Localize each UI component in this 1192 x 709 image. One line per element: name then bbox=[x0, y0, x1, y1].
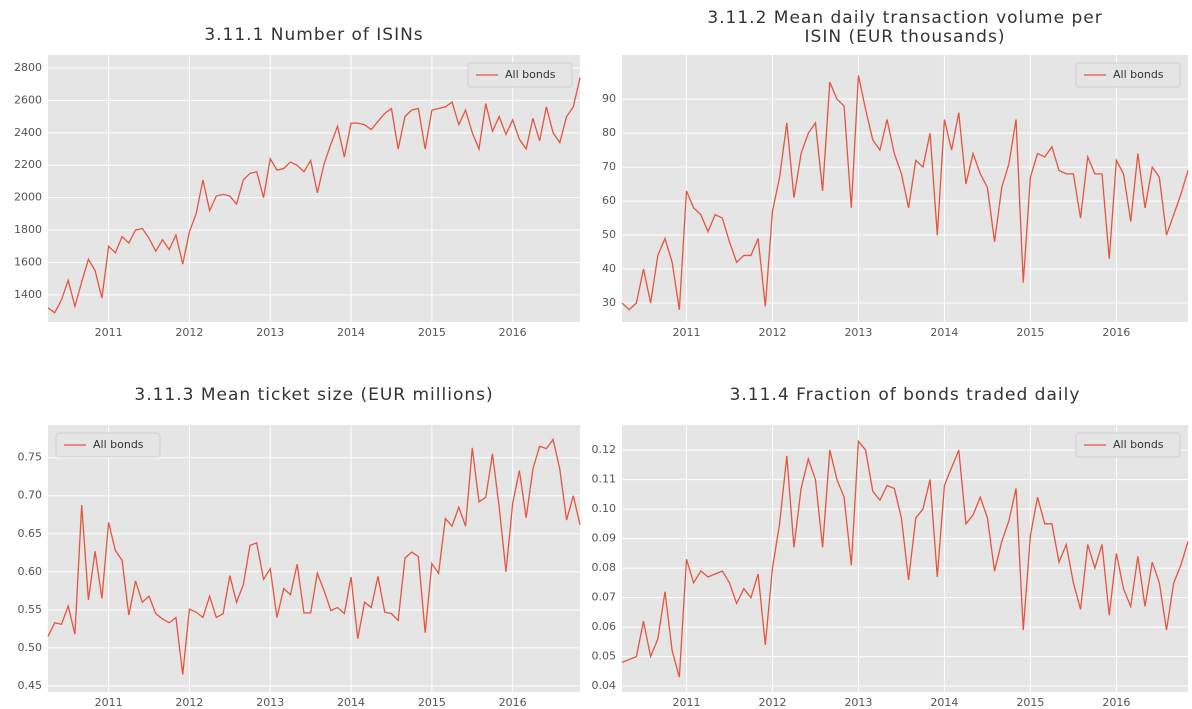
y-tick-label: 50 bbox=[602, 228, 616, 241]
x-tick-label: 2014 bbox=[337, 696, 365, 709]
x-tick-label: 2015 bbox=[1016, 696, 1044, 709]
chart-title: 3.11.1 Number of ISINs bbox=[204, 25, 423, 45]
legend-label: All bonds bbox=[1113, 438, 1164, 451]
legend-box bbox=[1075, 62, 1181, 88]
chart-title: 3.11.4 Fraction of bonds traded daily bbox=[730, 385, 1081, 405]
y-tick-label: 0.07 bbox=[592, 591, 617, 604]
y-tick-label: 0.06 bbox=[592, 620, 617, 633]
plot-area bbox=[48, 55, 580, 322]
y-tick-label: 0.10 bbox=[592, 502, 617, 515]
y-tick-label: 1400 bbox=[14, 288, 42, 301]
y-tick-label: 0.08 bbox=[592, 561, 617, 574]
x-tick-label: 2016 bbox=[1102, 696, 1130, 709]
y-tick-label: 30 bbox=[602, 296, 616, 309]
y-tick-label: 0.75 bbox=[18, 451, 43, 464]
x-tick-label: 2012 bbox=[175, 326, 203, 339]
data-line bbox=[621, 439, 1189, 678]
y-tick-label: 40 bbox=[602, 262, 616, 275]
legend-box bbox=[467, 62, 573, 88]
y-tick-label: 0.12 bbox=[592, 443, 617, 456]
x-tick-label: 2016 bbox=[499, 696, 527, 709]
x-tick-label: 2014 bbox=[930, 696, 958, 709]
x-tick-label: 2012 bbox=[758, 326, 786, 339]
y-tick-label: 0.50 bbox=[18, 641, 43, 654]
y-tick-label: 0.04 bbox=[592, 679, 617, 692]
plot-area bbox=[622, 425, 1188, 692]
y-tick-label: 80 bbox=[602, 126, 616, 139]
y-tick-label: 0.09 bbox=[592, 532, 617, 545]
legend-box bbox=[1075, 432, 1181, 458]
x-tick-label: 2011 bbox=[95, 696, 123, 709]
x-tick-label: 2011 bbox=[672, 696, 700, 709]
data-line bbox=[621, 75, 1189, 311]
data-line bbox=[47, 77, 581, 314]
x-tick-label: 2013 bbox=[844, 326, 872, 339]
y-tick-label: 0.05 bbox=[592, 650, 617, 663]
plot-area bbox=[48, 425, 580, 692]
x-tick-label: 2011 bbox=[95, 326, 123, 339]
y-tick-label: 60 bbox=[602, 194, 616, 207]
y-tick-label: 90 bbox=[602, 92, 616, 105]
legend-label: All bonds bbox=[1113, 68, 1164, 81]
data-line bbox=[47, 437, 581, 675]
x-tick-label: 2015 bbox=[418, 326, 446, 339]
y-tick-label: 0.45 bbox=[18, 679, 43, 692]
legend-box bbox=[55, 432, 161, 458]
x-tick-label: 2016 bbox=[499, 326, 527, 339]
y-tick-label: 0.55 bbox=[18, 603, 43, 616]
x-tick-label: 2012 bbox=[175, 696, 203, 709]
y-tick-label: 0.65 bbox=[18, 527, 43, 540]
x-tick-label: 2013 bbox=[256, 696, 284, 709]
x-tick-label: 2013 bbox=[256, 326, 284, 339]
legend-label: All bonds bbox=[93, 438, 144, 451]
x-tick-label: 2014 bbox=[337, 326, 365, 339]
x-tick-label: 2015 bbox=[1016, 326, 1044, 339]
y-tick-label: 2800 bbox=[14, 61, 42, 74]
y-tick-label: 70 bbox=[602, 160, 616, 173]
y-tick-label: 0.60 bbox=[18, 565, 43, 578]
y-tick-label: 2000 bbox=[14, 191, 42, 204]
y-tick-label: 1600 bbox=[14, 256, 42, 269]
x-tick-label: 2016 bbox=[1102, 326, 1130, 339]
y-tick-label: 2400 bbox=[14, 126, 42, 139]
chart-title: 3.11.3 Mean ticket size (EUR millions) bbox=[134, 385, 493, 405]
chart-title: 3.11.2 Mean daily transaction volume per bbox=[707, 8, 1102, 28]
y-tick-label: 2600 bbox=[14, 93, 42, 106]
y-tick-label: 1800 bbox=[14, 223, 42, 236]
x-tick-label: 2015 bbox=[418, 696, 446, 709]
x-tick-label: 2013 bbox=[844, 696, 872, 709]
x-tick-label: 2011 bbox=[672, 326, 700, 339]
legend-label: All bonds bbox=[505, 68, 556, 81]
x-tick-label: 2012 bbox=[758, 696, 786, 709]
y-tick-label: 2200 bbox=[14, 158, 42, 171]
chart-title: ISIN (EUR thousands) bbox=[805, 27, 1006, 47]
y-tick-label: 0.11 bbox=[592, 473, 617, 486]
y-tick-label: 0.70 bbox=[18, 489, 43, 502]
x-tick-label: 2014 bbox=[930, 326, 958, 339]
